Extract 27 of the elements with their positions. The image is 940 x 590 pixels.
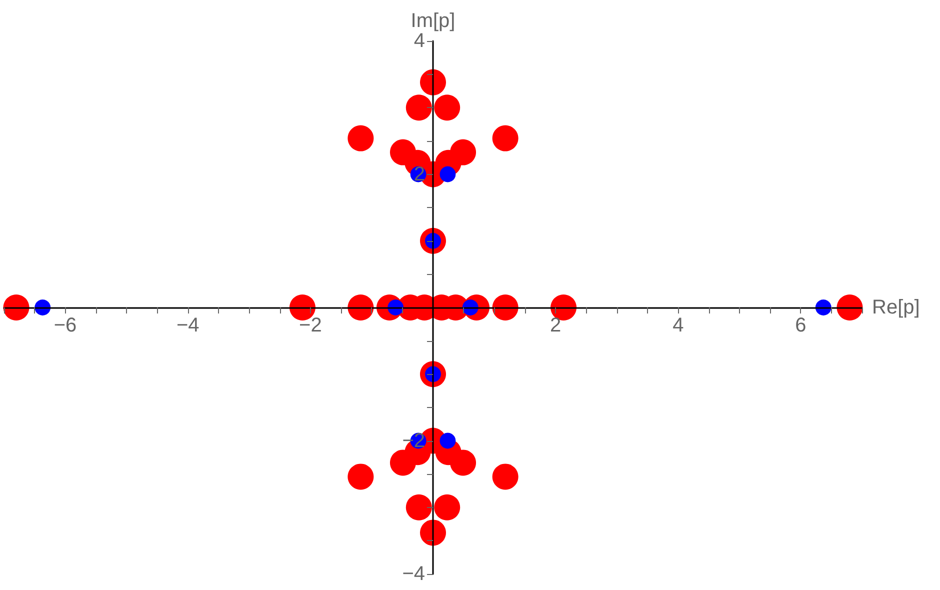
point	[492, 125, 518, 152]
x-tick-label: 2	[550, 314, 562, 336]
point	[348, 294, 374, 320]
point	[420, 69, 446, 96]
x-axis-title: Re[p]	[872, 296, 920, 318]
x-tick-label: −2	[299, 314, 322, 336]
point	[434, 94, 460, 121]
point	[836, 294, 863, 320]
point	[440, 432, 456, 449]
point	[420, 520, 446, 546]
y-tick-label: 2	[414, 163, 425, 186]
point	[406, 494, 432, 520]
point	[492, 464, 518, 490]
point	[440, 166, 456, 182]
y-tick-label: 4	[414, 30, 425, 52]
point	[434, 494, 460, 520]
x-tick-label: 6	[795, 314, 806, 336]
y-tick-label: −4	[402, 563, 425, 585]
point	[406, 94, 432, 121]
point	[492, 294, 518, 320]
point	[348, 125, 374, 152]
point	[3, 294, 30, 320]
point	[348, 464, 374, 490]
x-tick-label: −6	[54, 314, 77, 336]
x-tick-label: −4	[176, 314, 200, 336]
x-tick-label: 4	[672, 314, 684, 336]
y-axis-title: Im[p]	[410, 10, 456, 32]
